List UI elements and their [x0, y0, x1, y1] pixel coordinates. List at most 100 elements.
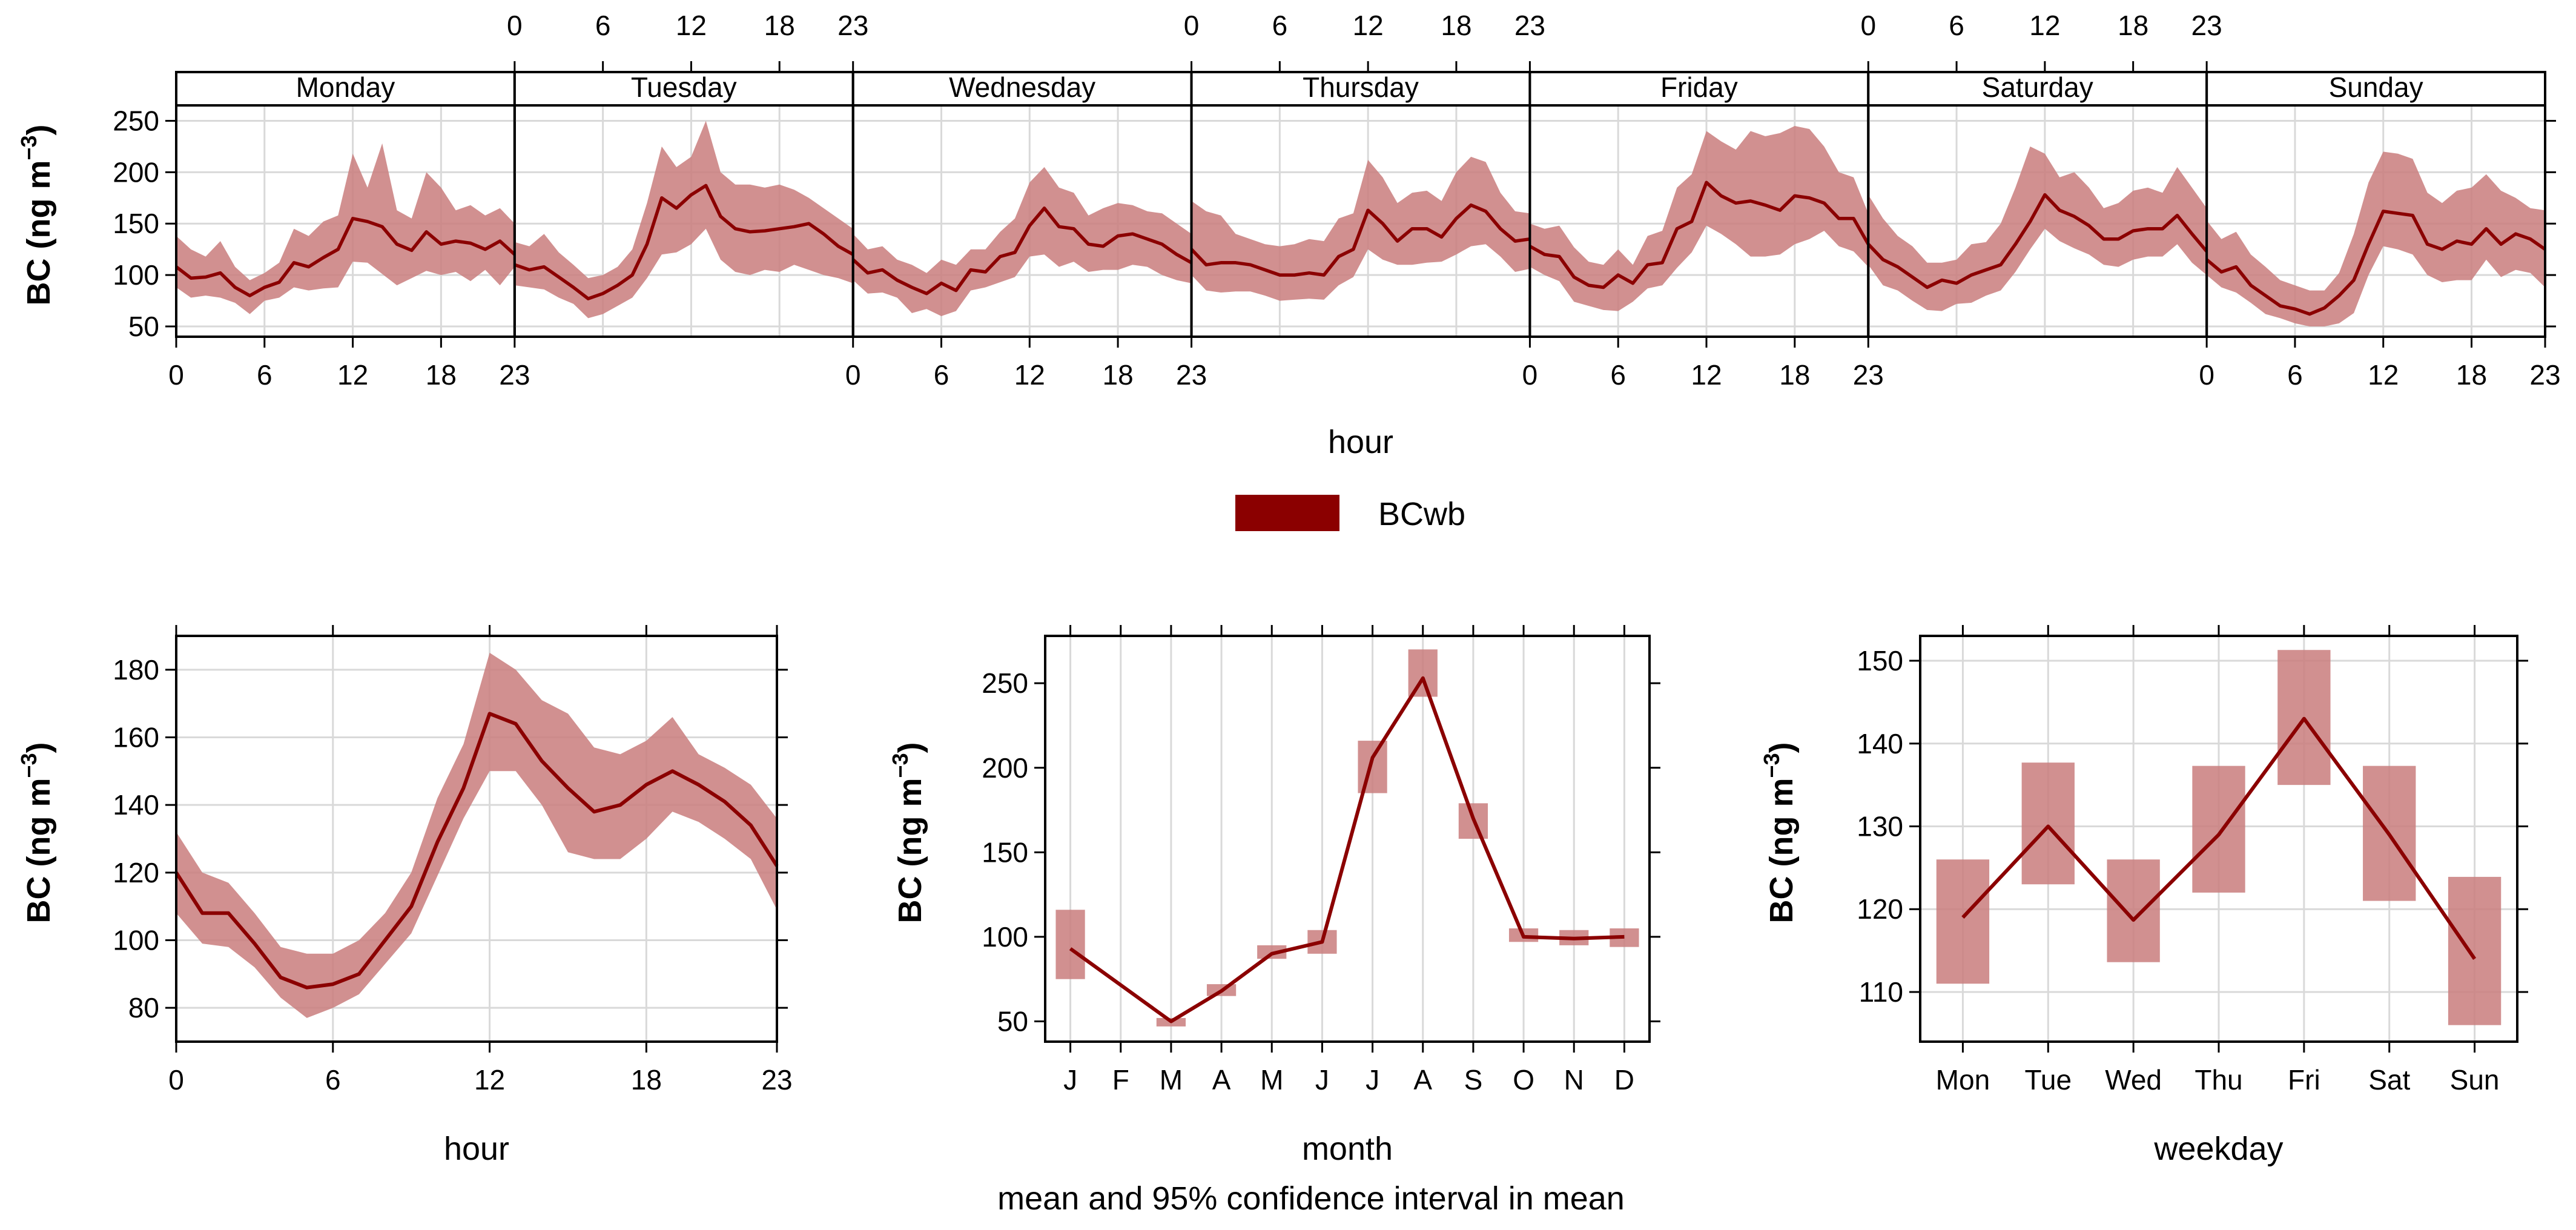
- tick-label: 23: [2529, 359, 2560, 391]
- tick-label: 100: [113, 925, 159, 956]
- tick-label: 200: [982, 752, 1028, 784]
- legend: BCwb: [1235, 495, 1465, 532]
- tick-label: 23: [837, 10, 868, 41]
- ci-bar: [2021, 762, 2075, 885]
- mean-line: [1069, 676, 1625, 1023]
- tick-label: 150: [113, 208, 159, 239]
- ci-bar: [1936, 859, 1990, 984]
- strip-label: Saturday: [1982, 71, 2093, 103]
- tick-label: 12: [1014, 359, 1045, 391]
- category-label: S: [1464, 1064, 1483, 1096]
- ylabel-text: BC (ng m: [21, 778, 57, 924]
- x-axis-label: hour: [444, 1131, 509, 1167]
- ci-bar: [2192, 765, 2245, 893]
- ci-band: [514, 121, 853, 319]
- footer-caption: mean and 95% confidence interval in mean: [997, 1180, 1625, 1217]
- tick-label: 200: [113, 156, 159, 188]
- tick-label: 140: [1857, 728, 1903, 759]
- mean-line: [1961, 716, 2477, 960]
- category-label: A: [1212, 1064, 1231, 1096]
- ylabel-close: ): [21, 742, 57, 753]
- ci-band: [2207, 151, 2545, 326]
- mean-line: [1190, 203, 1530, 277]
- x-axis-label: weekday: [2153, 1131, 2283, 1167]
- mean-line: [851, 207, 1192, 296]
- category-label: Fri: [2288, 1064, 2320, 1096]
- ci-bar: [1358, 741, 1387, 793]
- tick-label: 12: [1353, 10, 1384, 41]
- y-axis-label: BC (ng m−3): [1759, 742, 1800, 924]
- category-label: Mon: [1936, 1064, 1990, 1096]
- tick-label: 0: [168, 1064, 184, 1096]
- strip-label: Thursday: [1303, 71, 1419, 103]
- x-axis-label: month: [1302, 1131, 1393, 1167]
- tick-label: 6: [1272, 10, 1288, 41]
- tick-label: 6: [1949, 10, 1964, 41]
- tick-label: 18: [764, 10, 795, 41]
- mean-line: [1529, 180, 1870, 289]
- x-axis-label: hour: [1328, 424, 1393, 460]
- tick-label: 12: [2029, 10, 2060, 41]
- strip-label: Sunday: [2329, 71, 2423, 103]
- tick-label: 160: [113, 722, 159, 753]
- panel-frame: [1044, 635, 1651, 1043]
- tick-label: 23: [1514, 10, 1545, 41]
- category-label: O: [1513, 1064, 1534, 1096]
- tick-label: 23: [2191, 10, 2222, 41]
- tick-label: 0: [1522, 359, 1538, 391]
- mean-line: [2205, 210, 2546, 316]
- tick-label: 180: [113, 654, 159, 686]
- tick-label: 18: [1102, 359, 1133, 391]
- category-label: A: [1413, 1064, 1432, 1096]
- ylabel-close: ): [892, 742, 928, 753]
- tick-label: 0: [1184, 10, 1200, 41]
- tick-label: 120: [1857, 893, 1903, 925]
- strip-label: Wednesday: [949, 71, 1095, 103]
- mean-line: [1867, 193, 2208, 289]
- mean-line: [514, 184, 854, 300]
- tick-label: 250: [982, 667, 1028, 699]
- tick-label: 12: [2368, 359, 2399, 391]
- tick-label: 18: [2118, 10, 2148, 41]
- tick-label: 150: [1857, 645, 1903, 676]
- ci-bar: [1408, 649, 1438, 697]
- category-label: Sun: [2450, 1064, 2500, 1096]
- category-label: N: [1564, 1064, 1584, 1096]
- tick-label: 130: [1857, 810, 1903, 842]
- strip-label: Tuesday: [631, 71, 737, 103]
- ylabel-text: BC (ng m: [1763, 778, 1800, 924]
- category-label: M: [1260, 1064, 1283, 1096]
- legend-swatch: [1235, 495, 1339, 531]
- panel-frame: [175, 635, 778, 1043]
- tick-label: 23: [761, 1064, 792, 1096]
- ylabel-sup: −3: [16, 753, 41, 778]
- tick-label: 18: [2456, 359, 2487, 391]
- tick-label: 0: [1860, 10, 1876, 41]
- category-label: J: [1063, 1064, 1077, 1096]
- strip-tuesday: [513, 71, 854, 107]
- ylabel-sup: −3: [16, 135, 41, 160]
- ylabel-sup: −3: [1759, 753, 1784, 778]
- ci-bar: [2448, 876, 2502, 1025]
- tick-label: 12: [676, 10, 707, 41]
- tick-label: 12: [1691, 359, 1722, 391]
- category-label: M: [1160, 1064, 1183, 1096]
- category-label: F: [1112, 1064, 1129, 1096]
- tick-label: 140: [113, 789, 159, 821]
- category-label: Sat: [2368, 1064, 2410, 1096]
- tick-label: 0: [168, 359, 184, 391]
- mean-line: [174, 712, 779, 990]
- tick-label: 23: [1853, 359, 1884, 391]
- tick-label: 6: [934, 359, 949, 391]
- tick-label: 12: [337, 359, 368, 391]
- tick-label: 150: [982, 836, 1028, 868]
- ylabel-text: BC (ng m: [21, 160, 57, 306]
- strip-wednesday: [851, 71, 1193, 107]
- weekly-chart: Monday 0 6 12 18 23 Tuesday 0 6 12 18 23 Wednesday 0 6…: [16, 10, 2561, 460]
- ci-bar: [2107, 859, 2160, 962]
- tick-label: 12: [474, 1064, 505, 1096]
- y-axis-label: BC (ng m−3): [16, 742, 57, 924]
- ci-band: [176, 143, 515, 314]
